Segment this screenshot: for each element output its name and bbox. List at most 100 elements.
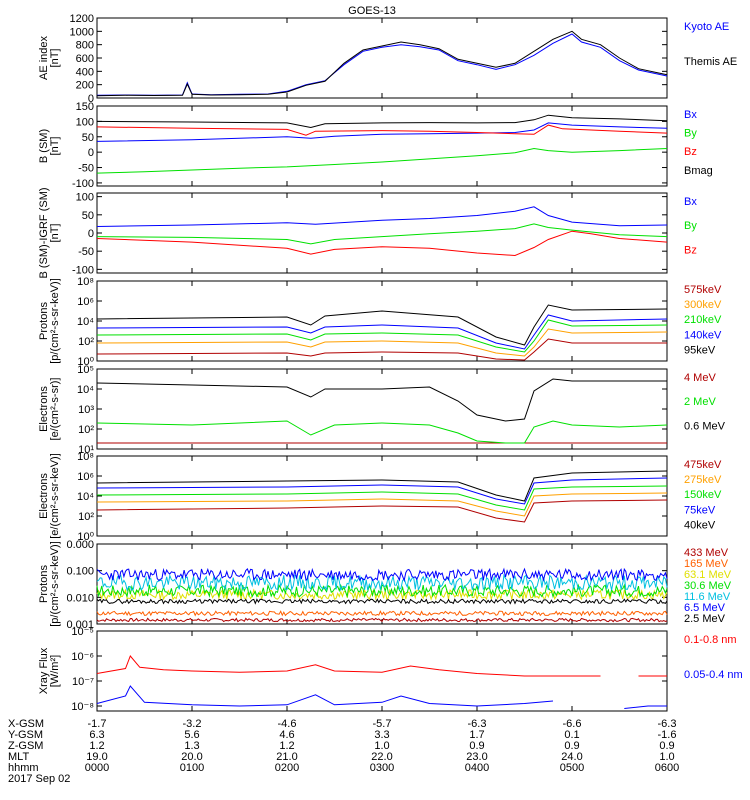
series-line-Bx xyxy=(96,122,668,142)
y-axis-label: AE index xyxy=(38,35,50,80)
ephemeris-value: 0200 xyxy=(275,762,299,774)
y-tick-label: 800 xyxy=(76,40,94,52)
ephemeris-value: 1.2 xyxy=(279,740,294,752)
y-tick-label: 1000 xyxy=(70,26,94,38)
legend-label: 4 MeV xyxy=(684,372,716,384)
ephemeris-value: 23.0 xyxy=(466,751,487,763)
legend-label: 2.5 MeV xyxy=(684,613,726,625)
legend-label: 475keV xyxy=(684,459,722,471)
y-tick-label: 600 xyxy=(76,53,94,65)
y-axis-label: [nT] xyxy=(49,137,61,156)
y-tick-label: 200 xyxy=(76,80,94,92)
legend-label: Themis AE xyxy=(684,56,737,68)
y-axis-label: [p/(cm²-s-sr-keV)] xyxy=(49,278,61,364)
legend-label: 0.6 MeV xyxy=(684,420,726,432)
series-line-75keV xyxy=(96,477,668,505)
ephemeris-row-label: MLT xyxy=(8,751,29,763)
y-tick-label: 10⁻⁶ xyxy=(71,651,94,663)
y-tick-label: -100 xyxy=(72,178,94,190)
legend-label: 210keV xyxy=(684,314,722,326)
panel-5: Electrons [e/(cm²-s-sr-keV)] 10⁸ 10⁶ 10⁴ 10² 1… xyxy=(38,451,722,543)
y-axis-label: [e/(cm²-s-sr-keV)] xyxy=(49,453,61,539)
series-line-Kyoto-AE xyxy=(96,33,668,96)
y-tick-label: 10⁻⁸ xyxy=(71,701,94,713)
series-line-210keV xyxy=(96,319,668,353)
ephemeris-value: 22.0 xyxy=(371,751,392,763)
series-line-150keV xyxy=(96,485,668,511)
ephemeris-value: 0.1 xyxy=(564,729,579,741)
panel-frame xyxy=(96,192,668,274)
y-tick-label: 10¹ xyxy=(78,444,94,456)
y-tick-label: 0 xyxy=(88,147,94,159)
panel-7: Xray Flux [W/m²] 10⁻⁵ 10⁻⁶ 10⁻⁷ 10⁻⁸ 0.1-0.8 n… xyxy=(38,626,743,713)
legend-label: 433 MeV xyxy=(684,547,729,559)
ephemeris-value: -5.7 xyxy=(373,718,392,730)
panel-1: B (SM) [nT] 150 100 50 0 -50 -100 Bx By Bz Bmag xyxy=(38,101,713,190)
y-axis-label: Protons xyxy=(38,565,50,603)
series-line-0.6-MeV xyxy=(96,378,667,422)
series-line-30.6-MeV xyxy=(96,583,668,599)
y-tick-label: 10⁴ xyxy=(77,316,94,328)
legend-label: 75keV xyxy=(684,504,716,516)
legend-label: 140keV xyxy=(684,329,722,341)
ephemeris-value: 1.0 xyxy=(659,751,674,763)
ephemeris-value: 1.0 xyxy=(374,740,389,752)
legend-label: 575keV xyxy=(684,284,722,296)
y-axis-label: B (SM) xyxy=(38,129,50,163)
ephemeris-value: 0100 xyxy=(180,762,204,774)
legend-label: 63.1 MeV xyxy=(684,569,732,581)
ephemeris-value: 0.9 xyxy=(564,740,579,752)
y-tick-label: 10⁶ xyxy=(77,471,94,483)
y-tick-label: 10⁵ xyxy=(77,364,94,376)
y-axis-label: [e/(cm²-s-sr)] xyxy=(49,378,61,441)
y-tick-label: 10⁻⁷ xyxy=(72,676,94,688)
legend-label: 30.6 MeV xyxy=(684,580,732,592)
ephemeris-value: -6.3 xyxy=(468,718,487,730)
y-tick-label: 0.001 xyxy=(66,619,94,631)
ephemeris-value: -6.3 xyxy=(658,718,677,730)
series-line-475keV xyxy=(96,499,668,523)
y-axis-label: [W/m²] xyxy=(49,655,61,687)
legend-label: 11.6 MeV xyxy=(684,591,731,603)
y-axis-label: B (SM)-IGRF (SM) xyxy=(38,187,50,278)
ephemeris-value: 1.7 xyxy=(469,729,484,741)
ephemeris-value: -1.7 xyxy=(88,718,107,730)
y-tick-label: 0 xyxy=(88,228,94,240)
y-tick-label: 0.000 xyxy=(66,539,94,551)
date-label: 2017 Sep 02 xyxy=(8,773,70,785)
y-tick-label: 0.100 xyxy=(66,566,94,578)
ephemeris-value: -3.2 xyxy=(183,718,202,730)
y-tick-label: 10⁶ xyxy=(77,296,94,308)
ephemeris-value: 0500 xyxy=(560,762,584,774)
legend-label: Bx xyxy=(684,109,697,121)
ephemeris-value: 0600 xyxy=(655,762,679,774)
legend-label: 275keV xyxy=(684,474,722,486)
y-axis-label: [nT] xyxy=(49,49,61,68)
series-line-11.6-MeV xyxy=(96,573,668,592)
legend-label: 300keV xyxy=(684,299,722,311)
panel-3: Protons [p/(cm²-s-sr-keV)] 10⁸ 10⁶ 10⁴ 10² 10⁰… xyxy=(38,276,722,368)
legend-label: 95keV xyxy=(684,344,716,356)
y-axis-label: Electrons xyxy=(38,386,50,432)
legend-label: Bz xyxy=(684,146,697,158)
legend-label: By xyxy=(684,128,697,140)
y-tick-label: 10³ xyxy=(78,404,94,416)
ephemeris-value: 0300 xyxy=(370,762,394,774)
y-axis-label: [nT] xyxy=(49,224,61,243)
y-tick-label: -50 xyxy=(78,246,94,258)
y-tick-label: -100 xyxy=(72,264,94,276)
series-line-Bz xyxy=(96,230,668,257)
ephemeris-value: 3.3 xyxy=(374,729,389,741)
legend-label: Bx xyxy=(684,196,697,208)
y-axis-label: Electrons xyxy=(38,473,50,519)
legend-label: By xyxy=(684,220,697,232)
ephemeris-row-label: hhmm xyxy=(8,762,39,774)
y-tick-label: 10⁸ xyxy=(77,276,94,288)
y-tick-label: 0.010 xyxy=(66,592,94,604)
series-line-0.1-0.8-nm xyxy=(96,655,667,677)
series-line-By xyxy=(96,223,668,245)
y-tick-label: 50 xyxy=(82,132,94,144)
y-tick-label: 400 xyxy=(76,66,94,78)
series-line-275keV xyxy=(96,492,668,517)
